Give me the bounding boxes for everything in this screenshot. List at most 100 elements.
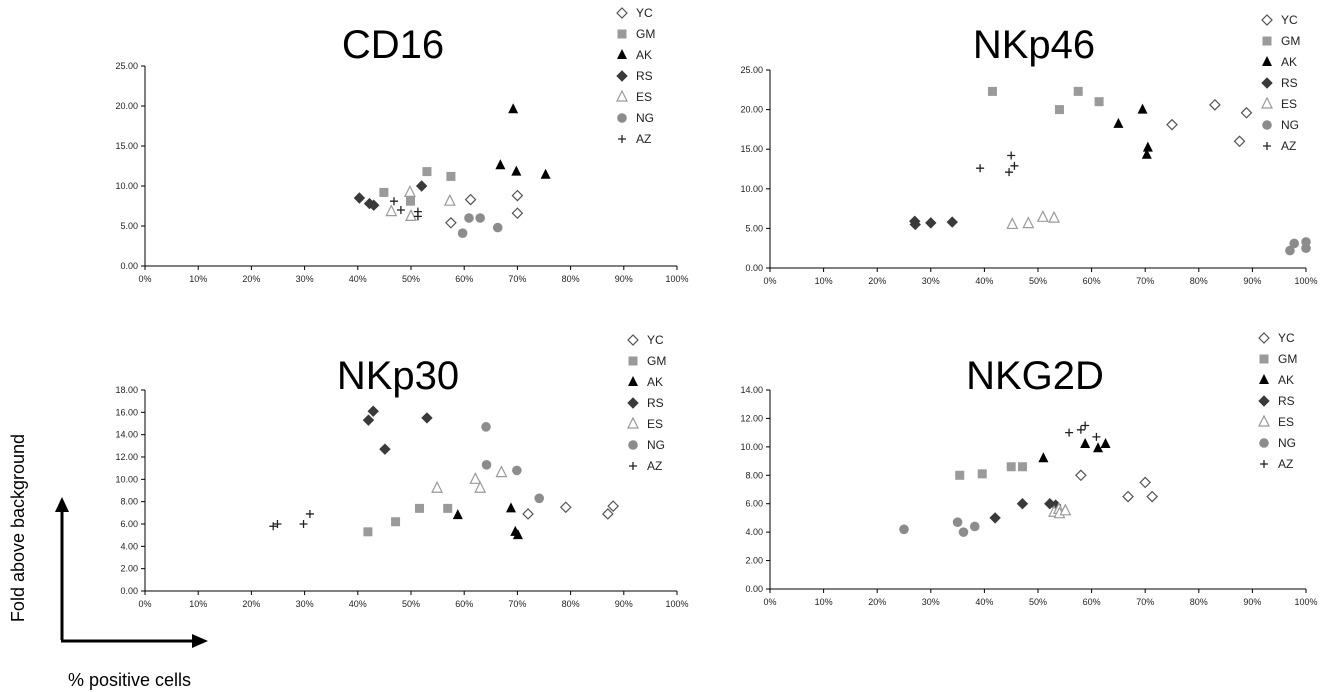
data-point	[475, 213, 485, 223]
series-yc	[1166, 98, 1253, 148]
data-point	[457, 228, 468, 238]
legend-marker-az	[629, 462, 637, 470]
data-point	[1054, 105, 1064, 115]
legend-marker-gm	[1262, 36, 1272, 46]
data-point	[955, 470, 965, 480]
series-az	[269, 509, 314, 531]
data-point	[958, 527, 969, 537]
data-point	[464, 193, 477, 206]
data-point	[389, 197, 398, 206]
data-point	[506, 502, 517, 513]
data-point	[1036, 209, 1049, 222]
data-point	[1093, 442, 1104, 453]
data-point	[413, 212, 422, 221]
y-tick-label: 4.00	[745, 527, 763, 537]
data-point	[1139, 476, 1152, 489]
series-gm	[379, 167, 456, 206]
data-point	[1038, 452, 1049, 463]
legend-marker-ak	[628, 376, 638, 386]
y-tick-label: 0.00	[745, 584, 763, 594]
data-point	[534, 493, 545, 504]
data-point	[367, 405, 379, 417]
panels: 0% 10% 20% 30% 40% 50% 60% 70% 80% 90% 100% 0.00 5.0…	[115, 6, 1317, 609]
legend-label-yc: YC	[647, 333, 664, 347]
y-tick-label: 14.00	[115, 430, 138, 440]
legend-marker-ak	[1259, 374, 1269, 384]
data-point	[492, 222, 503, 233]
series-az	[1065, 421, 1101, 441]
legend-label-rs: RS	[647, 396, 664, 410]
y-tick-label: 8.00	[120, 497, 138, 507]
data-point	[1094, 97, 1104, 107]
axes-direction-guide: Fold above background % positive cells	[8, 434, 208, 690]
y-tick-label: 10.00	[740, 184, 763, 194]
data-point	[1209, 98, 1221, 111]
data-point	[362, 414, 375, 426]
data-point	[446, 171, 456, 181]
x-tick-label: 40%	[975, 276, 993, 286]
y-tick-label: 4.00	[120, 541, 138, 551]
series-gm	[363, 503, 453, 537]
legend-label-gm: GM	[1278, 352, 1297, 366]
legend-marker-yc	[1261, 14, 1273, 26]
data-point	[452, 509, 463, 520]
data-point	[952, 517, 963, 527]
data-point	[1065, 428, 1074, 437]
legend-label-ng: NG	[636, 111, 654, 125]
data-point	[1022, 216, 1035, 229]
data-point	[391, 517, 401, 527]
data-point	[1146, 490, 1159, 503]
legend-marker-es	[1261, 96, 1273, 109]
x-tick-label: 10%	[815, 276, 833, 286]
data-point	[273, 520, 282, 528]
chart-title: NKp46	[973, 23, 1095, 67]
data-point	[431, 480, 444, 493]
data-point	[946, 216, 958, 228]
data-point	[443, 193, 456, 206]
y-tick-label: 18.00	[115, 385, 138, 395]
legend-label-ng: NG	[1281, 118, 1299, 132]
legend-label-yc: YC	[636, 6, 653, 20]
y-tick-label: 5.00	[745, 223, 763, 233]
data-point	[469, 471, 482, 484]
chart-panel-cd16: 0% 10% 20% 30% 40% 50% 60% 70% 80% 90% 100% 0.00 5.0…	[115, 6, 688, 284]
series-az	[389, 197, 422, 221]
x-tick-label: 40%	[975, 597, 993, 607]
data-point	[511, 189, 524, 202]
x-tick-label: 50%	[1029, 597, 1047, 607]
x-tick-label: 80%	[1190, 597, 1208, 607]
series-rs	[909, 215, 958, 231]
legend-marker-ng	[1259, 438, 1269, 448]
data-point	[1005, 168, 1014, 177]
series-es	[1006, 209, 1061, 230]
x-tick-label: 70%	[508, 599, 526, 609]
legend-marker-ak	[617, 49, 627, 59]
legend-marker-az	[618, 135, 626, 143]
chart-panel-nkp46: 0% 10% 20% 30% 40% 50% 60% 70% 80% 90% 100% 0.00 5.0…	[740, 13, 1317, 286]
y-tick-label: 0.00	[120, 586, 138, 596]
data-point	[1166, 118, 1178, 131]
data-point	[396, 206, 405, 214]
legend-label-ak: AK	[647, 375, 663, 389]
legend: YC GM AK RS ES NG AZ	[616, 6, 655, 146]
legend-marker-az	[1260, 460, 1268, 468]
y-tick-label: 8.00	[745, 470, 763, 480]
legend-label-ak: AK	[1281, 55, 1297, 69]
y-tick-label: 12.00	[115, 452, 138, 462]
y-tick-label: 25.00	[115, 61, 138, 71]
legend-marker-rs	[1258, 395, 1270, 407]
data-point	[1301, 237, 1311, 247]
data-point	[1006, 217, 1019, 230]
y-tick-label: 2.00	[120, 564, 138, 574]
data-point	[512, 529, 523, 540]
data-point	[607, 500, 620, 512]
data-point	[1137, 103, 1148, 114]
data-point	[511, 207, 524, 220]
data-point	[368, 199, 380, 211]
legend-label-rs: RS	[636, 69, 653, 83]
legend-marker-yc	[616, 7, 628, 19]
x-tick-label: 70%	[1136, 597, 1154, 607]
data-point	[353, 192, 366, 204]
series-es	[431, 465, 508, 493]
